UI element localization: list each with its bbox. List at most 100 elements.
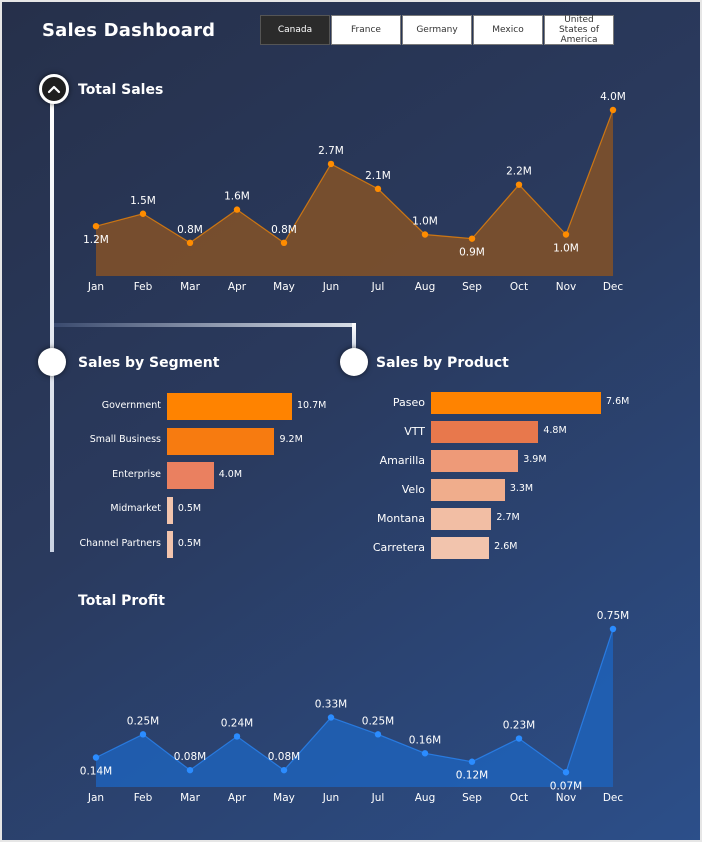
category-label: Montana: [377, 512, 425, 525]
connector-horizontal: [54, 323, 356, 327]
x-tick-label: Sep: [462, 792, 482, 804]
bar[interactable]: [167, 496, 173, 524]
data-point: [468, 758, 476, 765]
data-label: 0.08M: [174, 751, 206, 763]
data-label: 0.07M: [550, 780, 582, 792]
category-label: Government: [101, 399, 161, 411]
data-label: 2.1M: [365, 170, 391, 182]
x-tick-label: Jul: [371, 792, 385, 804]
data-point: [374, 185, 382, 193]
country-slicer: Canada France Germany Mexico United Stat…: [260, 15, 614, 45]
x-tick-label: Nov: [556, 792, 577, 804]
value-label: 3.9M: [523, 454, 547, 465]
tab-mexico[interactable]: Mexico: [473, 15, 543, 45]
x-tick-label: Jan: [87, 281, 104, 293]
data-point: [609, 106, 617, 114]
value-label: 0.5M: [177, 503, 202, 514]
segment-toggle-knob[interactable]: [38, 348, 66, 376]
series-line: [95, 628, 614, 774]
tab-france[interactable]: France: [331, 15, 401, 45]
area-fill: [96, 629, 613, 787]
x-tick-label: Mar: [180, 281, 200, 293]
data-label: 0.33M: [315, 698, 347, 710]
data-label: 4.0M: [600, 91, 626, 103]
tab-united-states[interactable]: United States of America: [544, 15, 614, 45]
data-point: [92, 754, 100, 761]
data-point: [562, 231, 570, 238]
data-point: [327, 160, 335, 168]
data-label: 2.2M: [506, 166, 532, 178]
data-point: [233, 206, 241, 213]
x-tick-label: Aug: [415, 792, 436, 804]
tab-germany[interactable]: Germany: [402, 15, 472, 45]
data-label: 1.0M: [553, 243, 579, 255]
x-tick-label: Feb: [134, 792, 153, 804]
data-point: [515, 735, 523, 742]
value-label: 7.6M: [606, 396, 630, 407]
category-label: Paseo: [392, 396, 425, 409]
x-tick-label: Sep: [462, 281, 482, 293]
collapse-toggle-button[interactable]: [39, 74, 69, 104]
category-label: Small Business: [89, 434, 161, 445]
series-line: [95, 109, 614, 244]
x-tick-label: Mar: [180, 792, 200, 804]
x-tick-label: Aug: [415, 281, 436, 293]
bar[interactable]: [431, 392, 601, 414]
x-tick-label: Apr: [228, 281, 247, 293]
category-label: Velo: [401, 483, 425, 496]
data-label: 0.25M: [362, 715, 394, 727]
data-label: 0.16M: [409, 734, 441, 746]
page-title: Sales Dashboard: [42, 20, 216, 41]
data-label: 0.24M: [221, 717, 253, 729]
product-toggle-knob[interactable]: [340, 348, 368, 376]
bar[interactable]: [167, 427, 275, 455]
x-tick-label: Jul: [371, 281, 385, 293]
category-label: Carretera: [372, 541, 425, 554]
category-label: Amarilla: [379, 454, 425, 467]
connector-vertical: [50, 100, 54, 552]
tab-canada[interactable]: Canada: [260, 15, 330, 45]
x-tick-label: Apr: [228, 792, 247, 804]
chevron-up-icon: [47, 85, 61, 94]
value-label: 10.7M: [297, 399, 327, 411]
x-tick-label: Dec: [603, 281, 624, 293]
data-label: 1.6M: [224, 191, 250, 203]
x-tick-label: May: [273, 792, 295, 804]
value-label: 2.6M: [494, 541, 518, 552]
x-tick-label: Oct: [510, 792, 528, 804]
data-label: 1.5M: [130, 195, 156, 207]
data-point: [233, 733, 241, 740]
bar[interactable]: [167, 462, 214, 489]
value-label: 0.5M: [177, 537, 202, 549]
total-sales-title: Total Sales: [78, 82, 164, 98]
data-point: [280, 239, 288, 246]
data-point: [421, 231, 429, 238]
data-point: [92, 223, 100, 230]
category-label: Enterprise: [112, 468, 161, 480]
bar[interactable]: [431, 537, 490, 559]
bar[interactable]: [167, 393, 292, 420]
bar[interactable]: [167, 531, 173, 558]
data-label: 2.7M: [318, 145, 344, 157]
data-point: [609, 625, 617, 633]
x-tick-label: Dec: [603, 792, 624, 804]
category-label: Channel Partners: [79, 537, 162, 549]
connector-vertical-short: [352, 323, 356, 353]
x-tick-label: Feb: [134, 281, 153, 293]
bar[interactable]: [431, 450, 519, 472]
x-tick-label: Oct: [510, 281, 528, 293]
data-label: 0.9M: [459, 247, 485, 259]
data-point: [139, 210, 147, 217]
data-point: [186, 239, 194, 246]
data-label: 0.14M: [80, 766, 112, 778]
value-label: 4.0M: [218, 468, 243, 480]
bar[interactable]: [431, 421, 539, 443]
total-profit-title: Total Profit: [78, 593, 165, 609]
category-label: Midmarket: [110, 503, 161, 514]
bar[interactable]: [431, 479, 505, 501]
data-point: [562, 769, 570, 776]
bar[interactable]: [431, 508, 492, 530]
value-label: 4.8M: [543, 425, 567, 436]
value-label: 3.3M: [509, 483, 534, 494]
data-label: 0.08M: [268, 751, 300, 763]
